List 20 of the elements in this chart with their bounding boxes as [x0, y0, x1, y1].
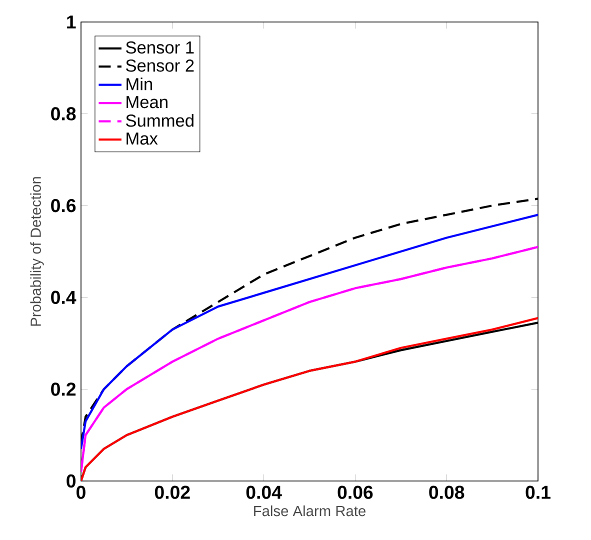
legend-label: Summed	[126, 114, 194, 127]
y-tick-label: 0.4	[51, 290, 76, 304]
x-tick-label: 0.02	[154, 486, 190, 499]
x-tick-label: 0.08	[429, 486, 464, 499]
x-tick-label: 0.04	[246, 486, 282, 499]
legend-label: Sensor 2	[126, 59, 194, 72]
y-tick-label: 0	[66, 474, 76, 488]
legend-label: Mean	[126, 96, 168, 108]
legend-label: Min	[126, 78, 152, 90]
y-axis-title: Probability of Detection	[30, 177, 44, 326]
x-axis-title: False Alarm Rate	[254, 505, 366, 516]
x-tick-label: 0	[76, 486, 86, 499]
legend-label: Sensor 1	[126, 41, 194, 54]
x-tick-label: 0.06	[338, 486, 373, 499]
y-tick-label: 0.6	[51, 198, 76, 212]
y-tick-label: 0.2	[51, 382, 76, 396]
x-tick-label: 0.1	[526, 486, 550, 499]
y-tick-label: 0.8	[51, 107, 76, 120]
y-tick-label: 1	[67, 16, 76, 28]
legend-label: Max	[126, 132, 158, 145]
